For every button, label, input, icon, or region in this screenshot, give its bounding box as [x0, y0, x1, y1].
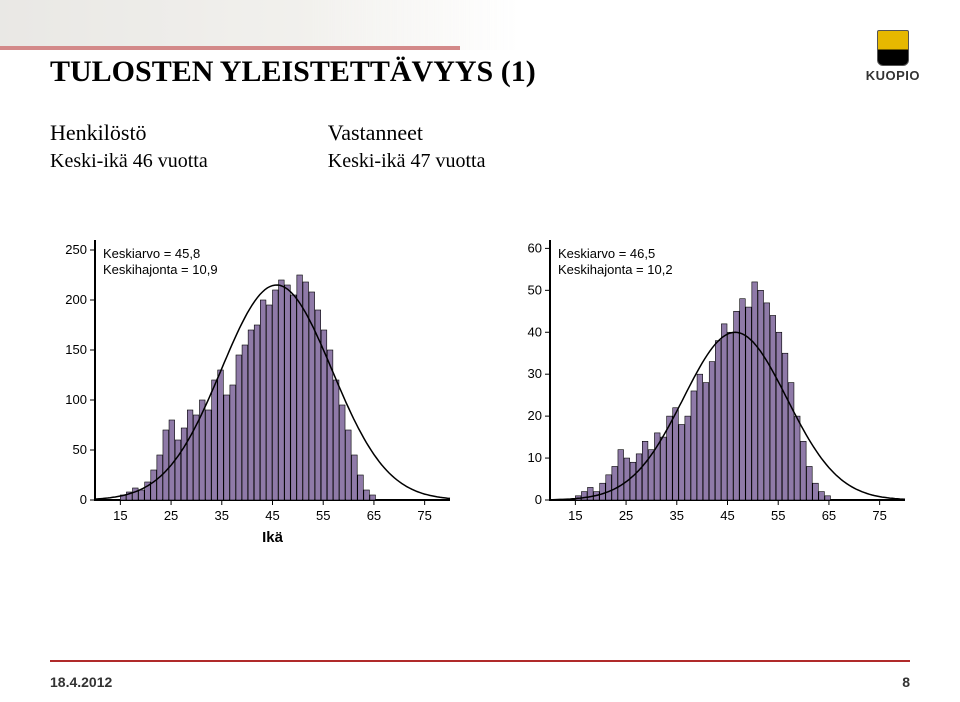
svg-text:35: 35: [670, 508, 684, 523]
page-title: TULOSTEN YLEISTETTÄVYYS (1): [50, 55, 536, 89]
svg-text:55: 55: [316, 508, 330, 523]
svg-text:50: 50: [73, 442, 87, 457]
svg-text:200: 200: [65, 292, 87, 307]
kuopio-logo: KUOPIO: [866, 30, 920, 83]
chart-left: 0 50 100 150 200 250 15 25 35 45 55 65 75 Keskiarvo =…: [40, 230, 465, 555]
svg-text:45: 45: [720, 508, 734, 523]
svg-text:Ikä: Ikä: [262, 529, 284, 546]
svg-text:30: 30: [528, 366, 542, 381]
svg-text:100: 100: [65, 392, 87, 407]
svg-text:40: 40: [528, 324, 542, 339]
svg-text:25: 25: [164, 508, 178, 523]
header-map-banner: [0, 0, 520, 50]
svg-text:35: 35: [215, 508, 229, 523]
svg-text:55: 55: [771, 508, 785, 523]
svg-text:25: 25: [619, 508, 633, 523]
svg-text:Keskiarvo = 45,8: Keskiarvo = 45,8: [103, 246, 200, 261]
footer-page: 8: [902, 674, 910, 690]
subheading-columns: Henkilöstö Keski-ikä 46 vuotta Vastannee…: [50, 120, 910, 173]
svg-text:10: 10: [528, 450, 542, 465]
svg-text:0: 0: [80, 492, 87, 507]
svg-text:Keskihajonta = 10,9: Keskihajonta = 10,9: [103, 262, 218, 277]
col-heading: Henkilöstö: [50, 120, 208, 146]
svg-text:15: 15: [568, 508, 582, 523]
svg-text:0: 0: [535, 492, 542, 507]
crest-icon: [877, 30, 909, 66]
svg-text:15: 15: [113, 508, 127, 523]
col-vastanneet: Vastanneet Keski-ikä 47 vuotta: [328, 120, 486, 173]
footer-divider: [50, 660, 910, 662]
histogram-svg: 0 10 20 30 40 50 60 15 25 35 45 55 65 75 Keskiarvo = 4…: [495, 230, 915, 550]
svg-text:150: 150: [65, 342, 87, 357]
chart-right: 0 10 20 30 40 50 60 15 25 35 45 55 65 75 Keskiarvo = 4…: [495, 230, 920, 555]
svg-text:20: 20: [528, 408, 542, 423]
svg-text:65: 65: [822, 508, 836, 523]
col-heading: Vastanneet: [328, 120, 486, 146]
svg-text:Keskihajonta = 10,2: Keskihajonta = 10,2: [558, 262, 673, 277]
svg-text:75: 75: [417, 508, 431, 523]
svg-text:45: 45: [265, 508, 279, 523]
svg-text:65: 65: [367, 508, 381, 523]
col-sub: Keski-ikä 46 vuotta: [50, 150, 208, 173]
city-name: KUOPIO: [866, 68, 920, 83]
svg-text:60: 60: [528, 240, 542, 255]
footer-date: 18.4.2012: [50, 674, 112, 690]
col-henkilosto: Henkilöstö Keski-ikä 46 vuotta: [50, 120, 208, 173]
col-sub: Keski-ikä 47 vuotta: [328, 150, 486, 173]
svg-text:Keskiarvo = 46,5: Keskiarvo = 46,5: [558, 246, 655, 261]
histogram-svg: 0 50 100 150 200 250 15 25 35 45 55 65 75 Keskiarvo =…: [40, 230, 460, 550]
svg-text:50: 50: [528, 282, 542, 297]
svg-text:75: 75: [872, 508, 886, 523]
svg-text:250: 250: [65, 242, 87, 257]
charts-row: 05010015020025015253545556575Keskiarvo =…: [40, 230, 920, 555]
